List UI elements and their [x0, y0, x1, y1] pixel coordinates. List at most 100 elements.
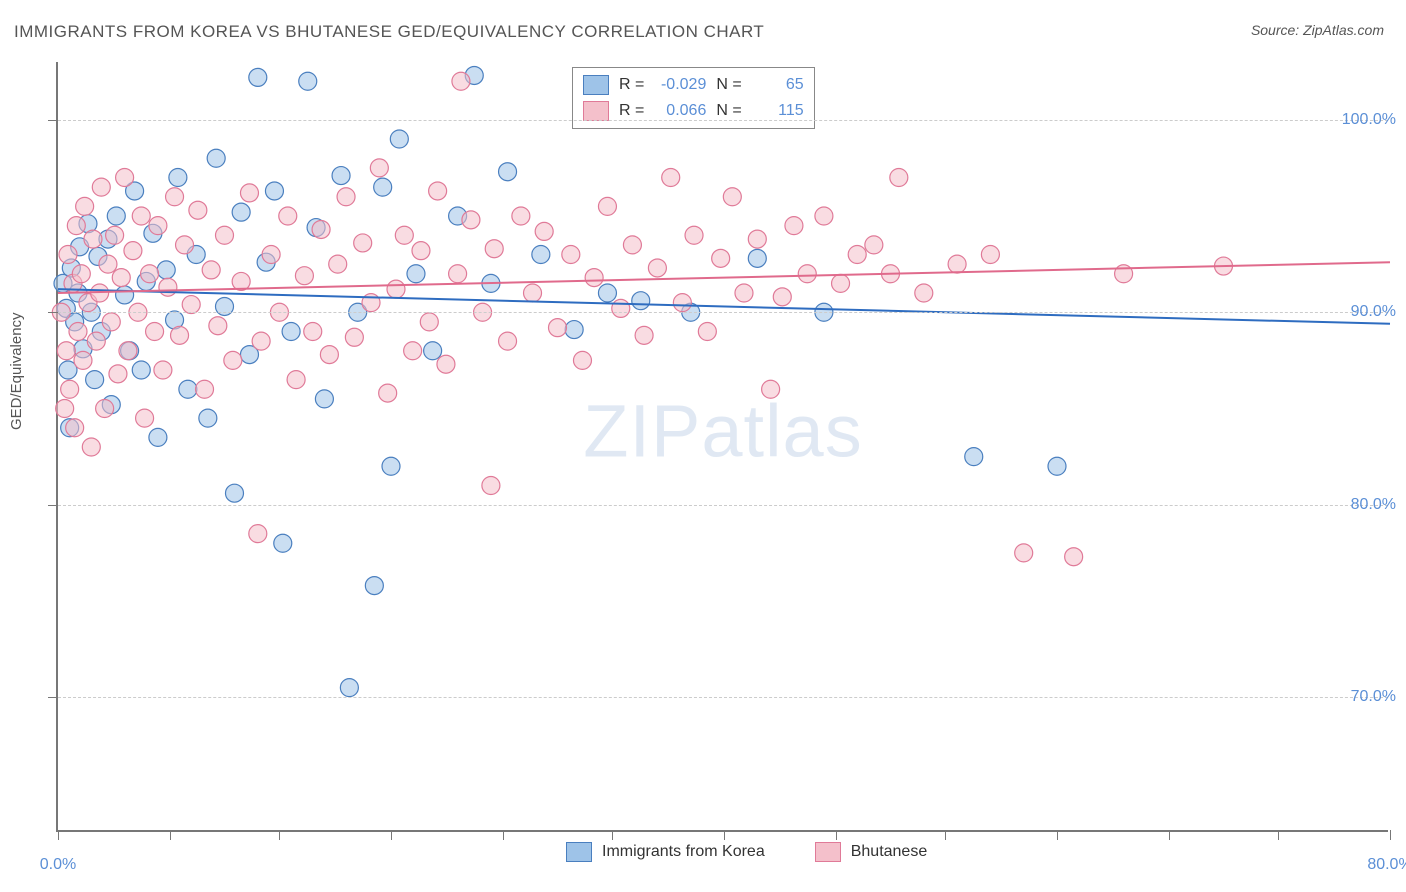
x-tick — [1278, 830, 1279, 840]
scatter-point-korea — [265, 182, 283, 200]
scatter-point-korea — [86, 371, 104, 389]
scatter-point-korea — [598, 284, 616, 302]
scatter-point-bhutanese — [136, 409, 154, 427]
scatter-point-bhutanese — [287, 371, 305, 389]
scatter-point-bhutanese — [112, 269, 130, 287]
scatter-point-korea — [365, 577, 383, 595]
scatter-point-bhutanese — [240, 184, 258, 202]
scatter-point-bhutanese — [420, 313, 438, 331]
scatter-point-bhutanese — [209, 317, 227, 335]
scatter-point-bhutanese — [832, 274, 850, 292]
scatter-point-bhutanese — [723, 188, 741, 206]
scatter-point-bhutanese — [154, 361, 172, 379]
scatter-point-bhutanese — [1065, 548, 1083, 566]
scatter-point-bhutanese — [224, 351, 242, 369]
series-label-korea: Immigrants from Korea — [602, 843, 765, 861]
scatter-point-bhutanese — [106, 226, 124, 244]
x-tick — [58, 830, 59, 840]
scatter-point-bhutanese — [815, 207, 833, 225]
y-tick — [48, 697, 58, 698]
scatter-point-bhutanese — [92, 178, 110, 196]
scatter-point-korea — [149, 428, 167, 446]
scatter-point-korea — [132, 361, 150, 379]
scatter-point-bhutanese — [573, 351, 591, 369]
scatter-point-korea — [340, 679, 358, 697]
scatter-point-bhutanese — [262, 246, 280, 264]
scatter-point-bhutanese — [585, 269, 603, 287]
y-tick — [48, 120, 58, 121]
scatter-point-bhutanese — [69, 323, 87, 341]
scatter-point-bhutanese — [109, 365, 127, 383]
scatter-point-bhutanese — [1015, 544, 1033, 562]
x-tick — [170, 830, 171, 840]
scatter-point-korea — [632, 292, 650, 310]
scatter-point-bhutanese — [387, 280, 405, 298]
y-tick-label: 70.0% — [1351, 688, 1396, 706]
x-tick — [279, 830, 280, 840]
scatter-point-korea — [282, 323, 300, 341]
scatter-point-korea — [315, 390, 333, 408]
y-axis-label: GED/Equivalency — [8, 312, 25, 430]
scatter-point-bhutanese — [202, 261, 220, 279]
scatter-point-korea — [299, 72, 317, 90]
scatter-point-korea — [965, 448, 983, 466]
scatter-point-korea — [424, 342, 442, 360]
scatter-point-bhutanese — [673, 294, 691, 312]
r-value-korea: -0.029 — [650, 76, 706, 94]
scatter-point-korea — [179, 380, 197, 398]
x-tick — [612, 830, 613, 840]
legend-swatch-bhutanese — [583, 101, 609, 121]
scatter-point-bhutanese — [773, 288, 791, 306]
scatter-point-bhutanese — [66, 419, 84, 437]
scatter-point-bhutanese — [848, 246, 866, 264]
scatter-point-bhutanese — [535, 222, 553, 240]
scatter-point-korea — [532, 246, 550, 264]
scatter-point-bhutanese — [612, 299, 630, 317]
scatter-point-bhutanese — [119, 342, 137, 360]
scatter-point-bhutanese — [132, 207, 150, 225]
scatter-point-bhutanese — [762, 380, 780, 398]
scatter-point-bhutanese — [124, 242, 142, 260]
scatter-point-bhutanese — [72, 265, 90, 283]
r-label: R = — [619, 102, 644, 120]
scatter-point-bhutanese — [159, 278, 177, 296]
scatter-point-bhutanese — [76, 197, 94, 215]
scatter-point-bhutanese — [485, 240, 503, 258]
scatter-point-bhutanese — [182, 296, 200, 314]
x-tick-label: 80.0% — [1367, 856, 1406, 874]
correlation-legend-row-korea: R = -0.029 N = 65 — [583, 72, 804, 98]
scatter-point-bhutanese — [196, 380, 214, 398]
n-label: N = — [716, 102, 741, 120]
x-tick — [724, 830, 725, 840]
scatter-point-bhutanese — [712, 249, 730, 267]
legend-swatch-korea — [583, 75, 609, 95]
scatter-point-bhutanese — [449, 265, 467, 283]
grid-line — [58, 120, 1388, 121]
y-tick-label: 100.0% — [1342, 111, 1396, 129]
scatter-point-bhutanese — [379, 384, 397, 402]
grid-line — [58, 312, 1388, 313]
regression-line-korea — [58, 289, 1390, 324]
scatter-point-bhutanese — [67, 217, 85, 235]
scatter-point-korea — [565, 321, 583, 339]
y-tick-label: 80.0% — [1351, 496, 1396, 514]
x-tick — [391, 830, 392, 840]
scatter-point-bhutanese — [295, 267, 313, 285]
scatter-point-bhutanese — [524, 284, 542, 302]
scatter-point-bhutanese — [429, 182, 447, 200]
x-tick — [503, 830, 504, 840]
grid-line — [58, 697, 1388, 698]
scatter-point-bhutanese — [166, 188, 184, 206]
scatter-point-bhutanese — [598, 197, 616, 215]
scatter-point-bhutanese — [96, 400, 114, 418]
scatter-point-bhutanese — [176, 236, 194, 254]
scatter-point-bhutanese — [141, 265, 159, 283]
scatter-point-korea — [274, 534, 292, 552]
scatter-point-bhutanese — [735, 284, 753, 302]
y-tick-label: 90.0% — [1351, 303, 1396, 321]
scatter-point-bhutanese — [337, 188, 355, 206]
scatter-point-bhutanese — [698, 323, 716, 341]
scatter-point-bhutanese — [56, 400, 74, 418]
scatter-plot-area: ZIPatlas R = -0.029 N = 65 R = 0.066 N =… — [56, 62, 1388, 832]
x-tick — [945, 830, 946, 840]
